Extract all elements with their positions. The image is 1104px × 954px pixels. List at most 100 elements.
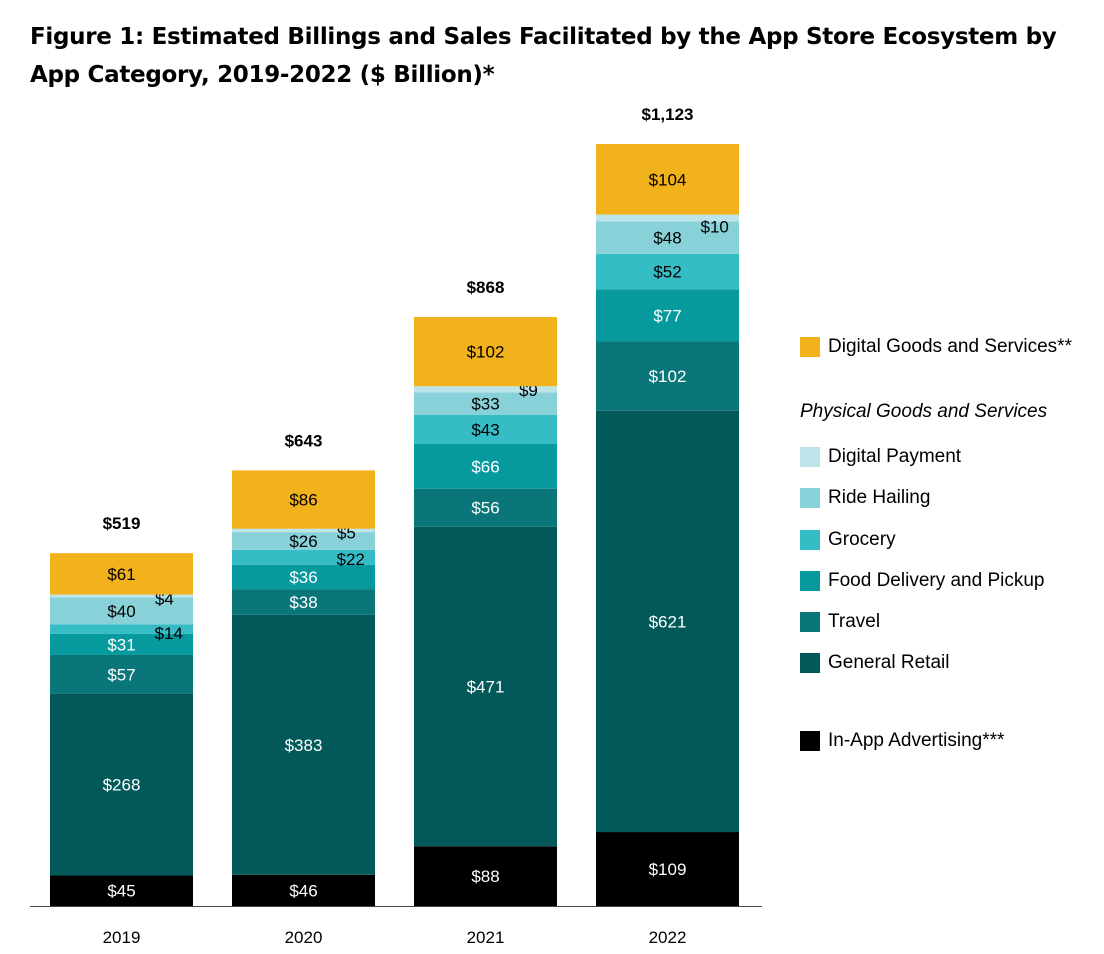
legend-swatch (800, 447, 820, 467)
bar-digital-payment-2019 (50, 594, 193, 598)
legend-label: Travel (828, 611, 881, 632)
legend-item-travel: Travel (800, 611, 880, 633)
bar-travel-2021 (414, 488, 557, 527)
legend-item-digital-goods: Digital Goods and Services** (800, 336, 1072, 358)
total-label-2020: $643 (285, 431, 323, 450)
x-tick-label-2019: 2019 (103, 928, 141, 947)
bar-food-delivery-2020 (232, 564, 375, 590)
x-tick-label-2022: 2022 (649, 928, 687, 947)
bar-travel-2019 (50, 654, 193, 694)
bar-stack-2021: $88$471$56$66$43$33$9$102 (414, 317, 557, 906)
data-label-general-retail-2020: $383 (285, 736, 323, 755)
bar-travel-2020 (232, 589, 375, 615)
legend-swatch (800, 488, 820, 508)
data-label-travel-2022: $102 (649, 367, 687, 386)
bar-food-delivery-2022 (596, 289, 739, 342)
data-label-ride-hailing-2022: $48 (653, 229, 681, 248)
total-label-2021: $868 (467, 278, 505, 297)
legend-item-in-app-advertising: In-App Advertising*** (800, 730, 1004, 752)
data-label-in-app-advertising-2022: $109 (649, 860, 687, 879)
bar-digital-goods-2019 (50, 553, 193, 595)
x-tick-label-2021: 2021 (467, 928, 505, 947)
data-label-digital-goods-2021: $102 (467, 343, 505, 362)
total-label-2022: $1,123 (642, 105, 694, 124)
bar-stack-2019: $45$268$57$31$14$40$4$61 (50, 553, 193, 906)
data-label-general-retail-2019: $268 (103, 776, 141, 795)
data-label-travel-2019: $57 (107, 665, 135, 684)
stacked-bar-chart: $45$268$57$31$14$40$4$61$5192019$46$383$… (30, 105, 762, 947)
bar-general-retail-2020 (232, 614, 375, 875)
legend-label: Grocery (828, 529, 896, 550)
data-label-in-app-advertising-2019: $45 (107, 882, 135, 901)
bar-ride-hailing-2019 (50, 597, 193, 625)
data-label-digital-payment-2022: $10 (701, 218, 729, 237)
bar-general-retail-2019 (50, 693, 193, 876)
legend-item-general-retail: General Retail (800, 652, 949, 674)
data-label-in-app-advertising-2020: $46 (289, 881, 317, 900)
bar-travel-2022 (596, 341, 739, 411)
bar-grocery-2022 (596, 253, 739, 290)
bar-in-app-advertising-2021 (414, 846, 557, 906)
bar-ride-hailing-2021 (414, 392, 557, 415)
legend-item-grocery: Grocery (800, 529, 896, 551)
data-label-digital-goods-2019: $61 (107, 565, 135, 584)
legend-label: Digital Payment (828, 446, 962, 467)
bar-digital-goods-2021 (414, 317, 557, 387)
legend-item-digital-payment: Digital Payment (800, 446, 961, 468)
legend-swatch (800, 571, 820, 591)
data-label-in-app-advertising-2021: $88 (471, 867, 499, 886)
legend-label: Ride Hailing (828, 487, 931, 508)
data-label-ride-hailing-2020: $26 (289, 532, 317, 551)
bar-in-app-advertising-2019 (50, 875, 193, 906)
bar-digital-payment-2021 (414, 386, 557, 393)
total-label-2019: $519 (103, 514, 141, 533)
data-label-grocery-2020: $22 (337, 550, 365, 569)
legend-swatch (800, 337, 820, 357)
bar-digital-goods-2022 (596, 144, 739, 215)
data-label-grocery-2021: $43 (471, 420, 499, 439)
legend-swatch (800, 653, 820, 673)
bar-general-retail-2021 (414, 526, 557, 847)
legend-label: Digital Goods and Services** (828, 336, 1072, 357)
data-label-grocery-2022: $52 (653, 263, 681, 282)
bar-in-app-advertising-2020 (232, 874, 375, 906)
data-label-digital-goods-2022: $104 (649, 170, 687, 189)
data-label-travel-2020: $38 (289, 593, 317, 612)
bar-digital-payment-2020 (232, 528, 375, 533)
bar-digital-goods-2020 (232, 470, 375, 529)
legend-heading: Physical Goods and Services (800, 401, 1048, 422)
bar-grocery-2020 (232, 549, 375, 565)
data-label-food-delivery-2020: $36 (289, 568, 317, 587)
bar-digital-payment-2022 (596, 214, 739, 222)
data-label-digital-goods-2020: $86 (289, 491, 317, 510)
data-label-general-retail-2021: $471 (467, 677, 505, 696)
data-label-food-delivery-2021: $66 (471, 457, 499, 476)
data-label-general-retail-2022: $621 (649, 612, 687, 631)
bar-in-app-advertising-2022 (596, 832, 739, 906)
bar-stack-2020: $46$383$38$36$22$26 $5$86 (232, 470, 375, 906)
legend-swatch (800, 612, 820, 632)
data-label-food-delivery-2022: $77 (653, 306, 681, 325)
bar-food-delivery-2019 (50, 633, 193, 655)
data-label-food-delivery-2019: $31 (107, 635, 135, 654)
x-tick-label-2020: 2020 (285, 928, 323, 947)
legend-item-ride-hailing: Ride Hailing (800, 487, 930, 509)
data-label-grocery-2019: $14 (155, 624, 183, 643)
bar-grocery-2019 (50, 624, 193, 634)
legend-label: Food Delivery and Pickup (828, 570, 1045, 591)
legend-label: General Retail (828, 652, 950, 673)
chart-title: Figure 1: Estimated Billings and Sales F… (30, 24, 1057, 88)
data-label-ride-hailing-2019: $40 (107, 602, 135, 621)
bar-grocery-2021 (414, 414, 557, 444)
bar-ride-hailing-2020 (232, 532, 375, 550)
data-label-travel-2021: $56 (471, 499, 499, 518)
bar-ride-hailing-2022 (596, 221, 739, 254)
legend-item-food-delivery: Food Delivery and Pickup (800, 570, 1045, 592)
data-label-ride-hailing-2021: $33 (471, 395, 499, 414)
bar-stack-2022: $109 $621 $102 $77 $52 $48 $10 $104 (596, 144, 739, 906)
legend-swatch (800, 731, 820, 751)
legend-label: In-App Advertising*** (828, 730, 1005, 751)
bar-food-delivery-2021 (414, 443, 557, 489)
bar-general-retail-2022 (596, 410, 739, 833)
legend-swatch (800, 530, 820, 550)
